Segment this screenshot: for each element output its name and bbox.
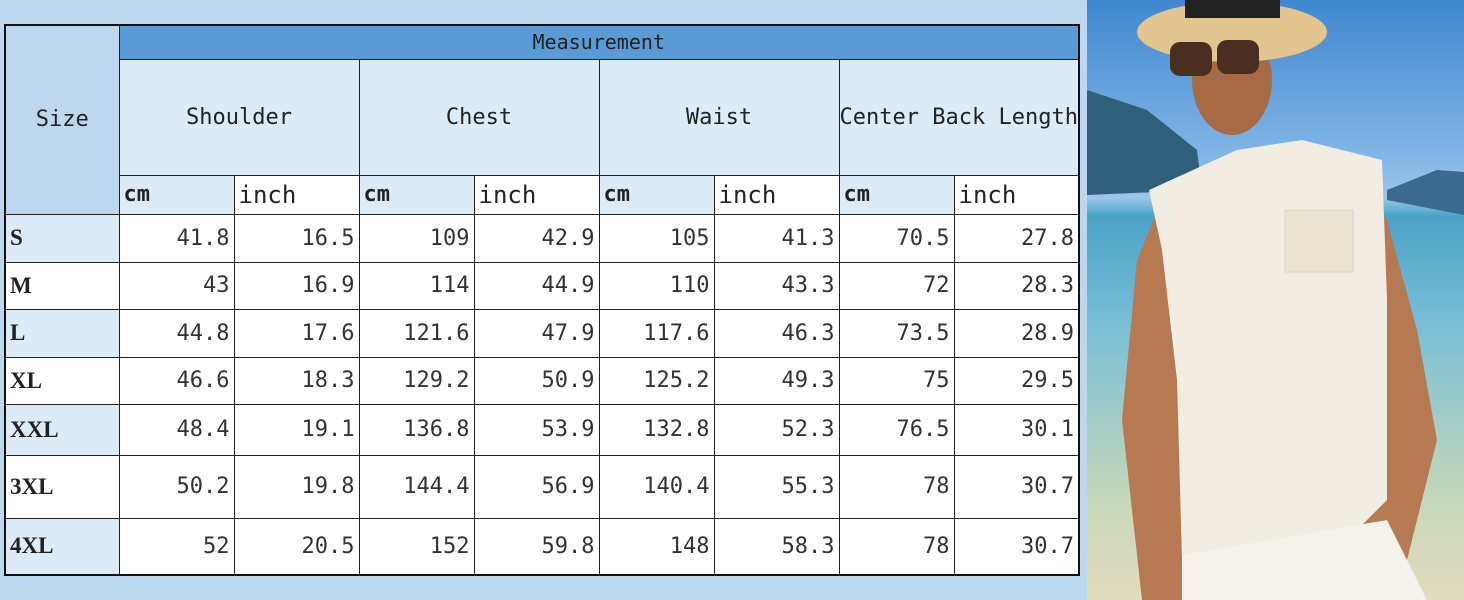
measurement-value: 20.5 [233, 517, 360, 576]
measurement-value: 50.2 [118, 454, 235, 519]
measurement-value: 47.9 [473, 308, 600, 358]
size-chart-table: Size Measurement Shoulder Chest Waist Cente… [4, 24, 1080, 576]
size-label: 4XL [4, 517, 120, 576]
measurement-value: 44.9 [473, 261, 600, 310]
measurement-value: 105 [598, 213, 715, 263]
measurement-value: 56.9 [473, 454, 600, 519]
measurement-value: 43 [118, 261, 235, 310]
measurement-header: Measurement [118, 24, 1080, 60]
measurement-value: 16.9 [233, 261, 360, 310]
measurement-value: 125.2 [598, 356, 715, 405]
measurement-value: 55.3 [713, 454, 840, 519]
size-label: L [4, 308, 120, 358]
measurement-value: 30.1 [953, 403, 1080, 456]
measurement-value: 19.8 [233, 454, 360, 519]
measurement-value: 140.4 [598, 454, 715, 519]
column-group-chest: Chest [358, 58, 600, 176]
measurement-value: 75 [838, 356, 955, 405]
measurement-value: 136.8 [358, 403, 475, 456]
measurement-value: 52.3 [713, 403, 840, 456]
table-row: XL 46.6 18.3 129.2 50.9 125.2 49.3 75 29.5 [4, 356, 1080, 405]
unit-header-inch: inch [233, 174, 360, 215]
table-row: S 41.8 16.5 109 42.9 105 41.3 70.5 27.8 [4, 213, 1080, 263]
measurement-value: 41.3 [713, 213, 840, 263]
measurement-value: 148 [598, 517, 715, 576]
size-label: 3XL [4, 454, 120, 519]
measurement-value: 78 [838, 517, 955, 576]
unit-header-inch: inch [713, 174, 840, 215]
measurement-value: 52 [118, 517, 235, 576]
table-row: XXL 48.4 19.1 136.8 53.9 132.8 52.3 76.5 30.1 [4, 403, 1080, 456]
measurement-value: 144.4 [358, 454, 475, 519]
unit-header-cm: cm [838, 174, 955, 215]
measurement-value: 59.8 [473, 517, 600, 576]
column-group-center-back-length: Center Back Length [838, 58, 1080, 176]
measurement-value: 114 [358, 261, 475, 310]
measurement-value: 50.9 [473, 356, 600, 405]
table-row: M 43 16.9 114 44.9 110 43.3 72 28.3 [4, 261, 1080, 310]
measurement-value: 28.9 [953, 308, 1080, 358]
measurement-value: 48.4 [118, 403, 235, 456]
measurement-value: 78 [838, 454, 955, 519]
table-row: L 44.8 17.6 121.6 47.9 117.6 46.3 73.5 28.9 [4, 308, 1080, 358]
measurement-value: 129.2 [358, 356, 475, 405]
measurement-value: 19.1 [233, 403, 360, 456]
size-label: XL [4, 356, 120, 405]
column-group-waist: Waist [598, 58, 840, 176]
measurement-value: 73.5 [838, 308, 955, 358]
product-photo [1087, 0, 1464, 600]
measurement-value: 152 [358, 517, 475, 576]
measurement-value: 49.3 [713, 356, 840, 405]
unit-header-inch: inch [473, 174, 600, 215]
unit-header-cm: cm [598, 174, 715, 215]
measurement-value: 76.5 [838, 403, 955, 456]
measurement-value: 30.7 [953, 517, 1080, 576]
measurement-value: 29.5 [953, 356, 1080, 405]
unit-header-cm: cm [358, 174, 475, 215]
table-row: 4XL 52 20.5 152 59.8 148 58.3 78 30.7 [4, 517, 1080, 576]
measurement-value: 72 [838, 261, 955, 310]
measurement-value: 44.8 [118, 308, 235, 358]
measurement-value: 30.7 [953, 454, 1080, 519]
measurement-value: 27.8 [953, 213, 1080, 263]
size-label: XXL [4, 403, 120, 456]
unit-header-inch: inch [953, 174, 1080, 215]
size-label: S [4, 213, 120, 263]
measurement-value: 46.3 [713, 308, 840, 358]
measurement-value: 117.6 [598, 308, 715, 358]
measurement-value: 42.9 [473, 213, 600, 263]
measurement-value: 17.6 [233, 308, 360, 358]
measurement-value: 70.5 [838, 213, 955, 263]
measurement-value: 53.9 [473, 403, 600, 456]
measurement-value: 110 [598, 261, 715, 310]
measurement-value: 58.3 [713, 517, 840, 576]
measurement-value: 16.5 [233, 213, 360, 263]
measurement-value: 43.3 [713, 261, 840, 310]
measurement-value: 109 [358, 213, 475, 263]
size-header: Size [4, 24, 120, 215]
measurement-value: 132.8 [598, 403, 715, 456]
measurement-value: 18.3 [233, 356, 360, 405]
model-photo-illustration [1087, 0, 1464, 600]
column-group-shoulder: Shoulder [118, 58, 360, 176]
measurement-value: 28.3 [953, 261, 1080, 310]
size-label: M [4, 261, 120, 310]
table-row: 3XL 50.2 19.8 144.4 56.9 140.4 55.3 78 30.7 [4, 454, 1080, 519]
unit-header-cm: cm [118, 174, 235, 215]
measurement-value: 41.8 [118, 213, 235, 263]
measurement-value: 46.6 [118, 356, 235, 405]
measurement-value: 121.6 [358, 308, 475, 358]
